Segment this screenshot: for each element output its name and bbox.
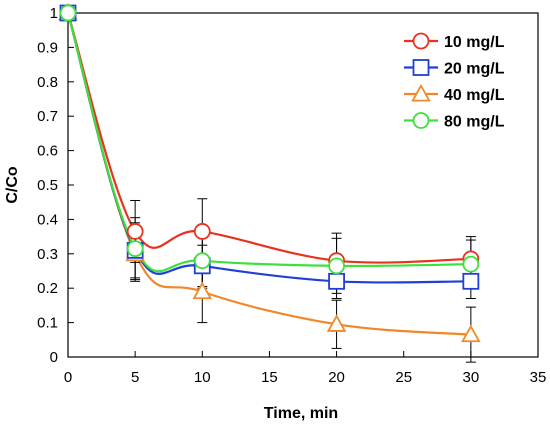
y-tick-label: 0.6 <box>37 143 58 160</box>
legend-label: 40 mg/L <box>444 87 505 104</box>
data-point <box>328 272 345 290</box>
series-lines <box>66 12 471 336</box>
y-tick-label: 0.1 <box>37 315 58 332</box>
y-tick-label: 0 <box>50 349 58 366</box>
y-tick-label: 0.3 <box>37 246 58 263</box>
data-point <box>193 252 211 270</box>
y-tick-label: 0.2 <box>37 280 58 297</box>
x-axis-title: Time, min <box>264 405 338 422</box>
series-markers <box>58 2 481 343</box>
data-point <box>192 281 213 300</box>
y-tick-label: 0.5 <box>37 177 58 194</box>
data-point <box>462 255 480 273</box>
series-line-3 <box>66 12 471 273</box>
data-point <box>462 272 480 290</box>
x-tick-label: 0 <box>64 369 72 386</box>
legend-marker <box>412 32 430 50</box>
series-line-2 <box>66 12 471 336</box>
legend-marker <box>412 59 430 76</box>
legend-label: 10 mg/L <box>444 34 505 51</box>
legend-entry: 80 mg/L <box>404 112 505 131</box>
data-point <box>328 257 345 275</box>
error-bars <box>130 198 476 363</box>
x-tick-label: 15 <box>261 369 278 386</box>
x-tick-label: 30 <box>463 369 480 386</box>
x-tick-label: 35 <box>530 369 547 386</box>
legend-label: 80 mg/L <box>444 114 505 131</box>
legend-marker <box>412 112 430 129</box>
data-point <box>126 240 144 258</box>
x-tick-label: 20 <box>328 369 345 386</box>
x-tick-label: 25 <box>395 369 412 386</box>
y-tick-label: 1 <box>50 5 58 22</box>
y-axis-title: C/Co <box>4 166 21 204</box>
legend-label: 20 mg/L <box>444 61 505 78</box>
legend-entry: 20 mg/L <box>404 59 505 78</box>
y-tick-label: 0.7 <box>37 108 58 125</box>
x-tick-label: 5 <box>131 369 139 386</box>
y-tick-label: 0.4 <box>37 211 58 228</box>
legend: 10 mg/L 20 mg/L 40 mg/L 80 mg/L <box>404 32 505 131</box>
data-point <box>59 4 77 22</box>
x-axis-ticks: 0 5 10 15 20 25 30 35 <box>64 351 547 386</box>
data-point <box>326 314 347 332</box>
legend-entry: 10 mg/L <box>404 32 505 51</box>
legend-marker <box>411 83 431 102</box>
data-point <box>126 223 144 240</box>
y-tick-label: 0.8 <box>37 74 58 91</box>
series-line-0 <box>66 12 471 264</box>
y-axis-ticks: 0 0.1 0.2 0.3 0.4 0.5 0.6 0.7 0.8 0.9 1 <box>37 5 74 366</box>
data-point <box>193 223 211 240</box>
legend-entry: 40 mg/L <box>404 83 505 104</box>
x-tick-label: 10 <box>194 369 211 386</box>
data-point <box>461 324 481 343</box>
y-tick-label: 0.9 <box>37 39 58 56</box>
